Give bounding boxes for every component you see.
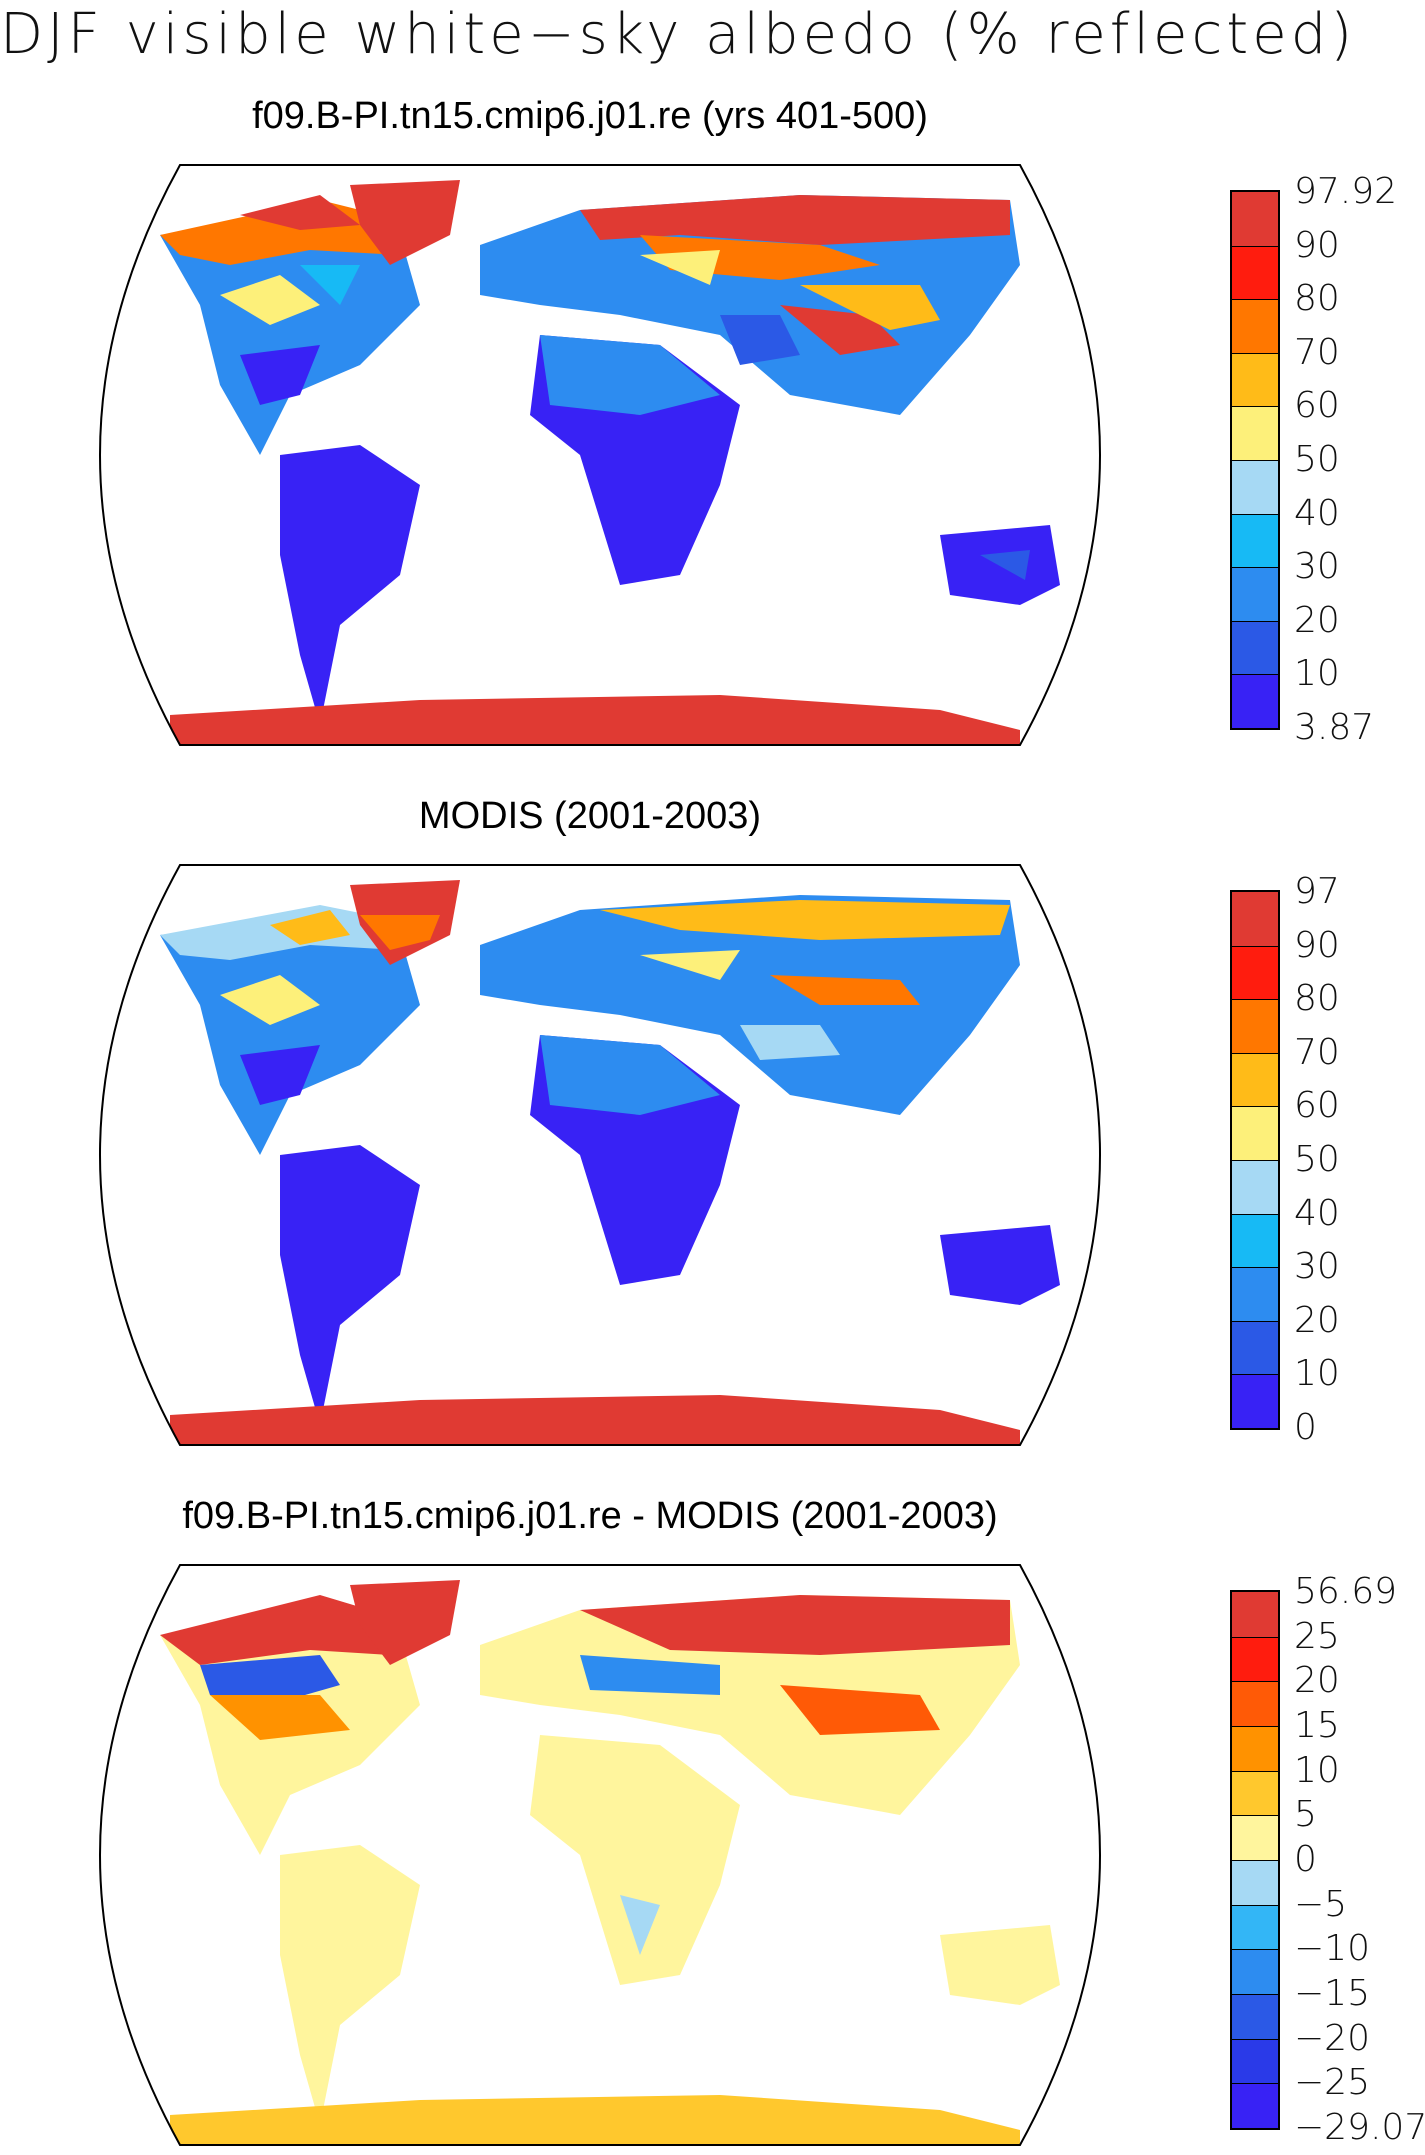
colorbar-segment [1232, 245, 1278, 300]
colorbar-label: 20 [1294, 1660, 1340, 1702]
panel-2-map [99, 864, 1101, 1446]
colorbar-box [1230, 190, 1280, 730]
panel-1-colorbar: 97.92 90 80 70 60 50 40 30 20 10 3.87 [1230, 172, 1410, 748]
colorbar-label: 0 [1294, 1407, 1317, 1448]
colorbar-segment [1232, 406, 1278, 460]
colorbar-label: 97 [1294, 871, 1340, 912]
colorbar-segment [1232, 945, 1278, 1000]
panel-3-title: f09.B-PI.tn15.cmip6.j01.re - MODIS (2001… [182, 1495, 998, 1537]
colorbar-segment [1232, 999, 1278, 1053]
colorbar-segment [1232, 1374, 1278, 1428]
colorbar-segment [1232, 674, 1278, 728]
colorbar-segment [1232, 1213, 1278, 1268]
colorbar-segment [1232, 1681, 1278, 1726]
colorbar-segment [1232, 1949, 1278, 1994]
colorbar-segment [1232, 567, 1278, 621]
colorbar-segment [1232, 1592, 1278, 1637]
colorbar-segment [1232, 352, 1278, 407]
colorbar-label: 40 [1294, 1192, 1340, 1234]
colorbar-segment [1232, 1320, 1278, 1375]
colorbar-segment [1232, 1106, 1278, 1160]
colorbar-label: 50 [1294, 439, 1340, 480]
colorbar-label: 5 [1294, 1794, 1317, 1836]
colorbar-label: −10 [1294, 1928, 1370, 1970]
panel-1-title: f09.B-PI.tn15.cmip6.j01.re (yrs 401-500) [252, 95, 928, 137]
colorbar-segment [1232, 1726, 1278, 1771]
colorbar-label: 10 [1294, 1353, 1340, 1395]
colorbar-segment [1232, 2038, 1278, 2084]
colorbar-segment [1232, 1160, 1278, 1214]
colorbar-segment [1232, 1860, 1278, 1905]
colorbar-segment [1232, 620, 1278, 675]
colorbar-label: 25 [1294, 1615, 1340, 1657]
colorbar-label: 90 [1294, 224, 1340, 266]
colorbar-segment [1232, 192, 1278, 246]
colorbar-label: 3.87 [1294, 707, 1375, 748]
colorbar-label: 30 [1294, 546, 1340, 588]
colorbar-label: 90 [1294, 924, 1340, 966]
colorbar-label: 10 [1294, 653, 1340, 695]
colorbar-label: −29.07 [1294, 2107, 1425, 2148]
colorbar-label: 97.92 [1294, 171, 1398, 212]
panel-3-map [99, 1564, 1101, 2146]
colorbar-label: 60 [1294, 1085, 1340, 1127]
colorbar-label: −25 [1294, 2062, 1370, 2104]
colorbar-segment [1232, 1052, 1278, 1107]
colorbar-segment [1232, 1904, 1278, 1950]
figure-title: DJF visible white−sky albedo (% reflecte… [0, 2, 1357, 67]
panel-1-map [99, 164, 1101, 746]
colorbar-label: 80 [1294, 278, 1340, 320]
colorbar-label: 20 [1294, 1299, 1340, 1341]
panel-3-colorbar: 56.69 25 20 15 10 5 0 −5 −10 −15 −20 −25 −29.07 [1230, 1572, 1425, 2148]
colorbar-segment [1232, 1770, 1278, 1816]
colorbar-label: 70 [1294, 1031, 1340, 1073]
colorbar-label: −5 [1294, 1883, 1348, 1925]
colorbar-label: −15 [1294, 1973, 1370, 2014]
colorbar-segment [1232, 892, 1278, 946]
colorbar-label: 70 [1294, 331, 1340, 373]
colorbar-label: 56.69 [1294, 1571, 1398, 1612]
colorbar-segment [1232, 1994, 1278, 2039]
colorbar-segment [1232, 2083, 1278, 2128]
colorbar-label: 30 [1294, 1246, 1340, 1288]
colorbar-segment [1232, 460, 1278, 514]
panel-2-colorbar: 97 90 80 70 60 50 40 30 20 10 0 [1230, 872, 1410, 1448]
colorbar-segment [1232, 513, 1278, 568]
colorbar-label: 15 [1294, 1705, 1340, 1746]
colorbar-label: 10 [1294, 1749, 1340, 1791]
colorbar-segment [1232, 1267, 1278, 1321]
colorbar-label: 80 [1294, 978, 1340, 1020]
colorbar-box [1230, 890, 1280, 1430]
colorbar-label: 60 [1294, 385, 1340, 427]
panel-2-title: MODIS (2001-2003) [418, 795, 762, 837]
colorbar-segment [1232, 1815, 1278, 1860]
colorbar-segment [1232, 1636, 1278, 1682]
colorbar-label: 40 [1294, 492, 1340, 534]
colorbar-box [1230, 1590, 1280, 2130]
colorbar-label: −20 [1294, 2017, 1370, 2059]
colorbar-segment [1232, 299, 1278, 353]
colorbar-label: 50 [1294, 1139, 1340, 1180]
colorbar-label: 20 [1294, 599, 1340, 641]
colorbar-label: 0 [1294, 1839, 1317, 1880]
